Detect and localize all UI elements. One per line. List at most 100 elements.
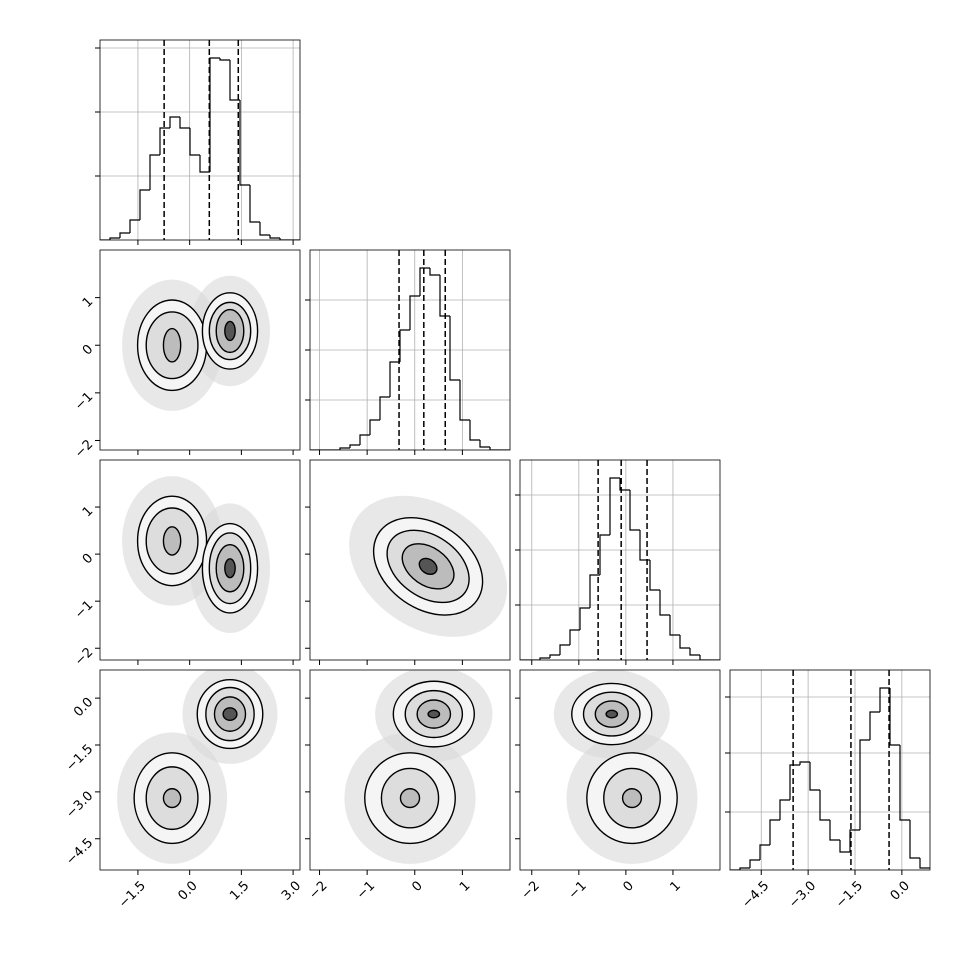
histogram-bin bbox=[199, 155, 210, 173]
histogram-bin bbox=[469, 420, 480, 441]
panel-frame bbox=[99, 39, 301, 241]
panel-body bbox=[122, 275, 270, 411]
histogram-bin bbox=[189, 128, 200, 156]
histogram-bin bbox=[889, 688, 900, 746]
y-tick-label: 1 bbox=[80, 294, 96, 310]
histogram-bin bbox=[639, 530, 650, 561]
histogram-bin bbox=[829, 820, 840, 841]
histogram-bin bbox=[819, 790, 830, 821]
histogram-bin bbox=[909, 820, 920, 859]
panel-frame bbox=[519, 669, 721, 871]
histogram-bin bbox=[779, 799, 790, 820]
histogram-bin bbox=[859, 739, 870, 830]
histogram-panel bbox=[95, 39, 301, 245]
histogram-bin bbox=[569, 629, 580, 645]
histogram-bin bbox=[549, 654, 560, 658]
histogram-bin bbox=[449, 316, 460, 381]
histogram-bin bbox=[399, 329, 410, 362]
histogram-bin bbox=[459, 380, 470, 421]
histogram-bin bbox=[799, 761, 810, 765]
contour bbox=[222, 707, 238, 722]
histogram-panel bbox=[515, 459, 721, 665]
x-tick-label: 3.0 bbox=[279, 878, 304, 903]
panel-frame bbox=[309, 459, 511, 661]
y-tick-label: 1 bbox=[80, 504, 96, 520]
histogram-bin bbox=[409, 295, 420, 330]
histogram-bin bbox=[689, 648, 700, 656]
x-tick-label: 0.0 bbox=[175, 878, 200, 903]
density-panel: −2 −1 0 1 bbox=[305, 669, 511, 903]
panel-frame bbox=[99, 669, 301, 871]
x-tick-label: −4.5 bbox=[739, 878, 772, 911]
density-panel bbox=[305, 459, 511, 665]
histogram-bin bbox=[159, 127, 170, 155]
histogram-bin bbox=[439, 275, 450, 317]
contour bbox=[427, 709, 441, 719]
y-tick-label: −4.5 bbox=[63, 835, 96, 868]
histogram-bin bbox=[119, 232, 130, 238]
panel-frame bbox=[99, 249, 301, 451]
panel-frame bbox=[309, 669, 511, 871]
contour bbox=[418, 557, 438, 576]
panel-frame bbox=[519, 459, 721, 661]
histogram-bin bbox=[359, 434, 370, 445]
contour bbox=[162, 526, 182, 556]
density-panel: −2 −1 0 1 bbox=[72, 459, 301, 669]
histogram-bin bbox=[539, 657, 550, 660]
histogram-bin bbox=[479, 440, 490, 448]
histogram-bin bbox=[169, 116, 180, 128]
contour bbox=[224, 320, 236, 342]
histogram-bin bbox=[179, 117, 190, 129]
histogram-bin bbox=[619, 478, 630, 491]
histogram-bin bbox=[749, 859, 760, 868]
histogram-bin bbox=[659, 590, 670, 616]
histogram-bin bbox=[789, 764, 800, 800]
histogram-bin bbox=[109, 237, 120, 240]
y-tick-label: −2 bbox=[72, 437, 96, 461]
y-tick-label: −3.0 bbox=[63, 789, 96, 822]
panel-body bbox=[349, 495, 508, 637]
histogram-bin bbox=[869, 711, 880, 740]
y-tick-label: −2 bbox=[72, 645, 96, 669]
x-tick-label: −1.5 bbox=[833, 878, 866, 911]
contour bbox=[621, 788, 643, 809]
density-panel: −2 −1 0 1 bbox=[515, 669, 721, 903]
panel-body bbox=[344, 670, 493, 864]
histogram-bin bbox=[279, 238, 290, 240]
x-tick-label: 1 bbox=[457, 878, 473, 894]
histogram-bin bbox=[209, 57, 220, 172]
histogram-bin bbox=[809, 762, 820, 791]
panel-body bbox=[117, 670, 278, 864]
histogram-bin bbox=[629, 490, 640, 531]
panel-body bbox=[520, 460, 720, 660]
histogram-bin bbox=[249, 185, 260, 223]
x-tick-label: 1 bbox=[668, 878, 684, 894]
x-tick-label: 0.0 bbox=[888, 878, 913, 903]
histogram-bin bbox=[389, 361, 400, 397]
density-panel: −1.5 0.0 1.5 3.0 −4.5 −3.0 −1.5 0.0 bbox=[63, 669, 304, 911]
histogram-bin bbox=[559, 644, 570, 655]
histogram-bin bbox=[229, 60, 240, 101]
x-tick-label: −1.5 bbox=[116, 878, 149, 911]
panel-body bbox=[122, 476, 270, 634]
density-panel: −2 −1 0 1 bbox=[72, 249, 301, 461]
histogram-bin bbox=[679, 635, 690, 649]
x-tick-label: 0 bbox=[620, 878, 636, 894]
histogram-bin bbox=[489, 447, 500, 450]
panel-body bbox=[553, 670, 698, 864]
histogram-bin bbox=[879, 687, 890, 712]
histogram-bin bbox=[579, 607, 590, 630]
histogram-bin bbox=[699, 655, 710, 660]
histogram-bin bbox=[649, 560, 660, 591]
histogram-bin bbox=[849, 829, 860, 852]
histogram-bin bbox=[269, 235, 280, 239]
histogram-panel: −4.5 −3.0 −1.5 0.0 bbox=[725, 669, 931, 911]
histogram-bin bbox=[589, 574, 600, 608]
histogram-bin bbox=[429, 268, 440, 276]
histogram-bin bbox=[369, 419, 380, 435]
x-tick-label: 1.5 bbox=[227, 878, 252, 903]
y-tick-label: 0.0 bbox=[71, 695, 96, 720]
contour bbox=[224, 558, 236, 579]
x-tick-label: −2 bbox=[306, 878, 330, 902]
